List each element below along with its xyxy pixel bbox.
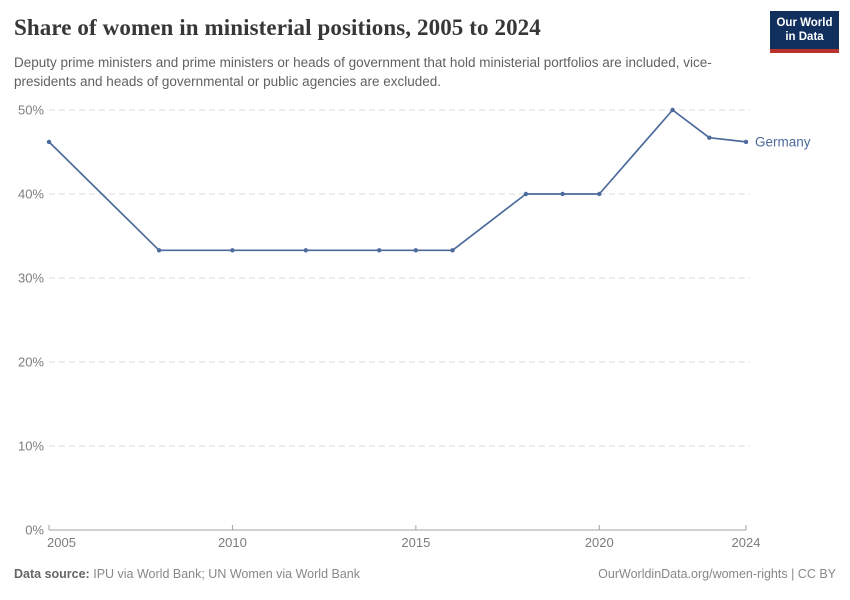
data-point-2016[interactable] bbox=[450, 248, 455, 253]
data-point-2020[interactable] bbox=[597, 191, 602, 197]
x-axis-label-2005: 2005 bbox=[47, 535, 76, 550]
data-point-2022[interactable] bbox=[670, 107, 675, 113]
data-point-2018[interactable] bbox=[523, 191, 529, 197]
data-point-2015[interactable] bbox=[413, 248, 418, 253]
y-axis-label-40: 40% bbox=[18, 187, 44, 202]
data-point-2010[interactable] bbox=[230, 248, 235, 253]
data-point-2023[interactable] bbox=[707, 135, 712, 140]
data-source-text: IPU via World Bank; UN Women via World B… bbox=[93, 567, 360, 581]
data-point-2012[interactable] bbox=[303, 248, 308, 253]
data-point-2019[interactable] bbox=[560, 191, 565, 197]
series-line-germany[interactable] bbox=[48, 109, 747, 252]
y-axis-label-30: 30% bbox=[18, 271, 44, 286]
data-point-2005[interactable] bbox=[46, 139, 52, 145]
y-axis-label-50: 50% bbox=[18, 103, 44, 118]
series-end-label[interactable]: Germany bbox=[755, 134, 811, 149]
chart-footer: Data source: IPU via World Bank; UN Wome… bbox=[14, 567, 836, 581]
data-point-2014[interactable] bbox=[377, 248, 382, 253]
x-axis-label-2020: 2020 bbox=[585, 535, 614, 550]
y-axis-label-20: 20% bbox=[18, 355, 44, 370]
x-axis-label-2024: 2024 bbox=[732, 535, 761, 550]
data-point-2008[interactable] bbox=[156, 248, 162, 253]
line-chart: 0% 10% 20% 30% 40% 50% 2005 2010 2015 2020 2024 Ger… bbox=[18, 103, 811, 551]
x-axis-label-2015: 2015 bbox=[401, 535, 430, 550]
y-axis-label-0: 0% bbox=[25, 523, 44, 538]
owid-logo-line2: in Data bbox=[785, 31, 824, 44]
owid-logo: Our World in Data bbox=[770, 11, 839, 53]
owid-logo-line1: Our World bbox=[776, 17, 833, 29]
data-source: Data source: IPU via World Bank; UN Wome… bbox=[14, 567, 360, 581]
data-source-label: Data source: bbox=[14, 567, 90, 581]
chart-title: Share of women in ministerial positions,… bbox=[14, 15, 541, 40]
data-point-2024[interactable] bbox=[743, 139, 749, 145]
y-axis-label-10: 10% bbox=[18, 439, 44, 454]
x-axis-label-2010: 2010 bbox=[218, 535, 247, 550]
license-credit[interactable]: OurWorldinData.org/women-rights | CC BY bbox=[598, 567, 836, 581]
chart-subtitle: Deputy prime ministers and prime ministe… bbox=[14, 55, 712, 90]
